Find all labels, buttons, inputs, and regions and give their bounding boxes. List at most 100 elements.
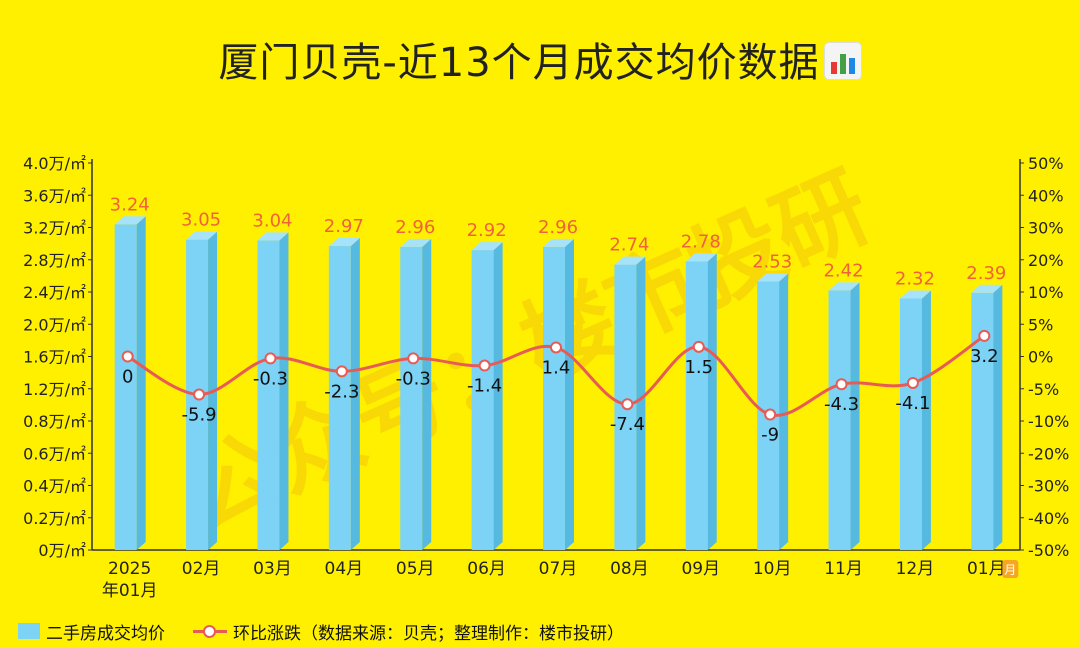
y-left-tick-label: 0万/㎡: [38, 541, 86, 560]
bar-top: [828, 282, 860, 291]
bar-value-label: 2.74: [609, 235, 649, 256]
x-tick-label: 12月: [896, 559, 935, 579]
bar-value-label: 2.39: [966, 263, 1006, 284]
x-tick-label: 11月: [824, 559, 863, 579]
bar-value-label: 2.42: [823, 260, 863, 281]
y-right-tick-label: 10%: [1028, 283, 1064, 302]
bar-value-label: 2.97: [324, 216, 364, 237]
legend-line-swatch: [193, 623, 227, 639]
line-value-label: -4.3: [824, 394, 859, 415]
line-point: [692, 340, 705, 353]
calendar-badge-label: 月: [1004, 563, 1016, 577]
calendar-badge-icon: [1002, 560, 1019, 578]
y-left-tick-label: 0.2万/㎡: [23, 509, 86, 528]
bar-value-label: 2.96: [395, 217, 435, 238]
y-left-tick-label: 0.4万/㎡: [23, 477, 86, 496]
x-tick-label: 01月: [967, 559, 1006, 579]
line-value-label: 3.2: [970, 346, 999, 367]
bar-side: [921, 290, 931, 550]
bar-top: [899, 290, 931, 299]
y-left-tick-label: 1.6万/㎡: [23, 348, 86, 367]
chart-title: 厦门贝壳-近13个月成交均价数据: [0, 30, 1080, 88]
legend: 二手房成交均价 环比涨跌（数据来源：贝壳；整理制作：楼市投研）: [18, 620, 624, 644]
bar-top: [685, 253, 717, 262]
chart-title-text: 厦门贝壳-近13个月成交均价数据: [218, 40, 820, 86]
x-tick-label: 2025: [108, 559, 151, 579]
y-left-tick-label: 4.0万/㎡: [23, 154, 86, 173]
y-right-tick-label: -5%: [1028, 380, 1059, 399]
line-point: [621, 398, 634, 411]
bar-side: [279, 232, 289, 550]
x-tick-label: 10月: [753, 559, 792, 579]
bar-value-label: 2.96: [538, 217, 578, 238]
y-right-tick-label: 50%: [1028, 154, 1064, 173]
bar-value-label: 2.32: [895, 268, 935, 289]
line-value-label: -0.3: [253, 368, 288, 389]
line-point: [407, 352, 420, 365]
bar-top: [186, 231, 218, 240]
bar-top: [614, 256, 646, 265]
x-tick-label: 08月: [610, 559, 649, 579]
bar-value-label: 2.78: [681, 231, 721, 252]
y-right-tick-label: -10%: [1028, 412, 1069, 431]
y-right-tick-label: 20%: [1028, 251, 1064, 270]
y-right-tick-label: 0%: [1028, 348, 1053, 367]
x-tick-label: 09月: [681, 559, 720, 579]
bar-side: [422, 238, 432, 550]
line-point: [264, 352, 277, 365]
bar-top: [757, 273, 789, 282]
y-right-tick-label: 30%: [1028, 219, 1064, 238]
legend-bar-label: 二手房成交均价: [46, 623, 165, 644]
bar-value-label: 2.53: [752, 252, 792, 273]
line-value-label: 1.4: [542, 357, 571, 378]
chart: 公众号：楼市投研0万/㎡0.2万/㎡0.4万/㎡0.6万/㎡0.8万/㎡1.2万…: [23, 153, 1069, 601]
bar-side: [350, 238, 360, 550]
bar-side: [779, 273, 789, 550]
bar-top: [257, 232, 289, 241]
legend-bar-swatch: [18, 623, 40, 639]
x-tick-label: 03月: [253, 559, 292, 579]
x-tick-label: 07月: [539, 559, 578, 579]
bar: [471, 250, 494, 550]
bar-value-label: 3.05: [181, 210, 221, 231]
line-value-label: -0.3: [396, 368, 431, 389]
bar-value-label: 3.24: [110, 194, 150, 215]
line-point: [121, 350, 134, 363]
bar-top: [971, 284, 1003, 293]
line-value-label: -1.4: [467, 376, 502, 397]
bar-side: [493, 242, 503, 550]
line-value-label: -9: [761, 425, 779, 446]
bar-top: [328, 238, 360, 247]
bar-top: [543, 238, 574, 247]
bar: [400, 246, 423, 550]
bar-side: [636, 256, 646, 550]
y-left-tick-label: 2.4万/㎡: [23, 283, 86, 302]
bar-top: [400, 238, 432, 247]
y-right-tick-label: -40%: [1028, 509, 1069, 528]
x-tick-label: 04月: [325, 559, 364, 579]
bar-value-label: 3.04: [252, 210, 292, 231]
bar: [971, 292, 994, 550]
line-point: [193, 388, 206, 401]
y-left-tick-label: 3.6万/㎡: [23, 186, 86, 205]
bar-side: [707, 253, 717, 551]
y-left-tick-label: 3.2万/㎡: [23, 219, 86, 238]
x-tick-label: 02月: [182, 559, 221, 579]
line-value-label: -2.3: [324, 381, 359, 402]
x-tick-label: 05月: [396, 559, 435, 579]
y-left-tick-label: 1.2万/㎡: [23, 380, 86, 399]
line-value-label: 0: [122, 367, 133, 388]
y-left-tick-label: 0.6万/㎡: [23, 444, 86, 463]
line-point: [978, 329, 991, 342]
y-left-tick-label: 0.8万/㎡: [23, 412, 86, 431]
line-value-label: -4.1: [895, 393, 930, 414]
bar: [828, 290, 851, 550]
line-point: [835, 378, 848, 391]
bar: [328, 246, 351, 550]
y-right-tick-label: -50%: [1028, 541, 1069, 560]
line-point: [478, 359, 491, 372]
bar: [114, 224, 137, 550]
x-tick-label: 06月: [467, 559, 506, 579]
bar-chart-icon: [823, 42, 862, 80]
bar: [543, 246, 565, 550]
